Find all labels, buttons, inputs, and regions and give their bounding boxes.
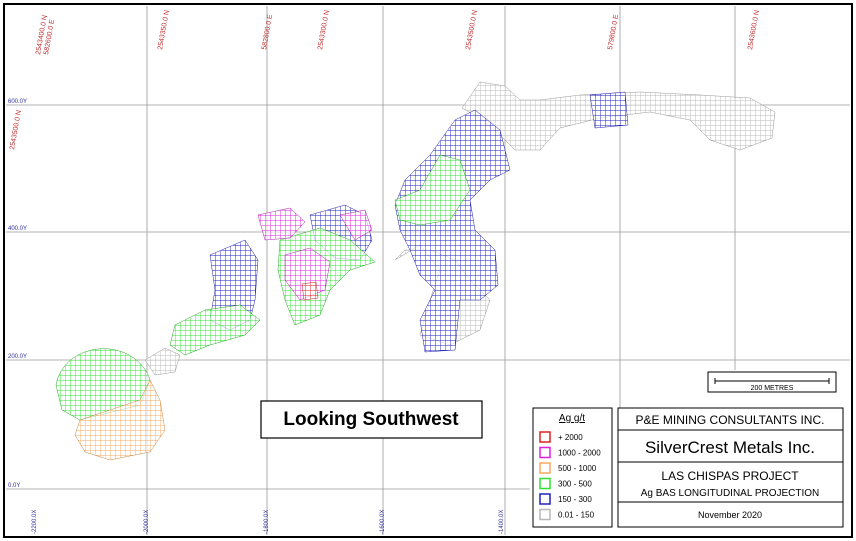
legend-label: 300 - 500 [558, 480, 592, 489]
block-mid [394, 109, 511, 353]
legend-swatch [539, 462, 551, 474]
y-label: 400.0Y [8, 226, 27, 232]
legend-swatch [539, 446, 551, 459]
view-box [260, 400, 483, 439]
x-label: -1600.0X [380, 510, 386, 534]
legend-items: + 2000 1000 - 2000 500 - 1000 300 - 500 150 … [539, 431, 601, 521]
block-top [301, 281, 319, 301]
legend-label: 150 - 300 [558, 495, 592, 504]
legend-swatch [539, 477, 551, 490]
block-mid [589, 91, 629, 129]
view-label: Looking Southwest [283, 409, 459, 430]
legend-swatch [539, 431, 551, 443]
legend-label: 0.01 - 150 [558, 511, 595, 520]
project: LAS CHISPAS PROJECT [661, 469, 799, 483]
title-block [617, 407, 844, 528]
block-low [461, 81, 776, 151]
block-pink [284, 247, 331, 301]
consultant: P&E MINING CONSULTANTS INC. [636, 413, 825, 427]
scale-label: 200 METRES [751, 385, 794, 392]
x-label: -1400.0X [499, 510, 505, 534]
legend-title: Ag g/t [559, 413, 585, 424]
ore-blocks [55, 81, 776, 461]
y-label: 600.0Y [8, 99, 27, 105]
block-high [169, 304, 261, 356]
y-label: 200.0Y [8, 354, 27, 360]
client: SilverCrest Metals Inc. [645, 438, 815, 457]
block-orange [74, 379, 166, 461]
x-label: -2200.0X [32, 510, 38, 534]
block-pink [257, 207, 306, 241]
legend-label: + 2000 [558, 433, 583, 442]
legend-label: 1000 - 2000 [558, 449, 601, 458]
legend-swatch [539, 493, 551, 505]
x-label: -1800.0X [264, 510, 270, 534]
block-high [394, 154, 471, 226]
legend-swatch [539, 508, 551, 521]
x-label: -2000.0X [144, 510, 150, 534]
legend-label: 500 - 1000 [558, 464, 597, 473]
y-label: 0.0Y [8, 483, 20, 489]
block-pink [339, 209, 373, 241]
scale-bar-box [707, 371, 837, 393]
date: November 2020 [698, 510, 762, 520]
description: Ag BAS LONGITUDINAL PROJECTION [641, 488, 820, 499]
block-low [144, 347, 181, 376]
